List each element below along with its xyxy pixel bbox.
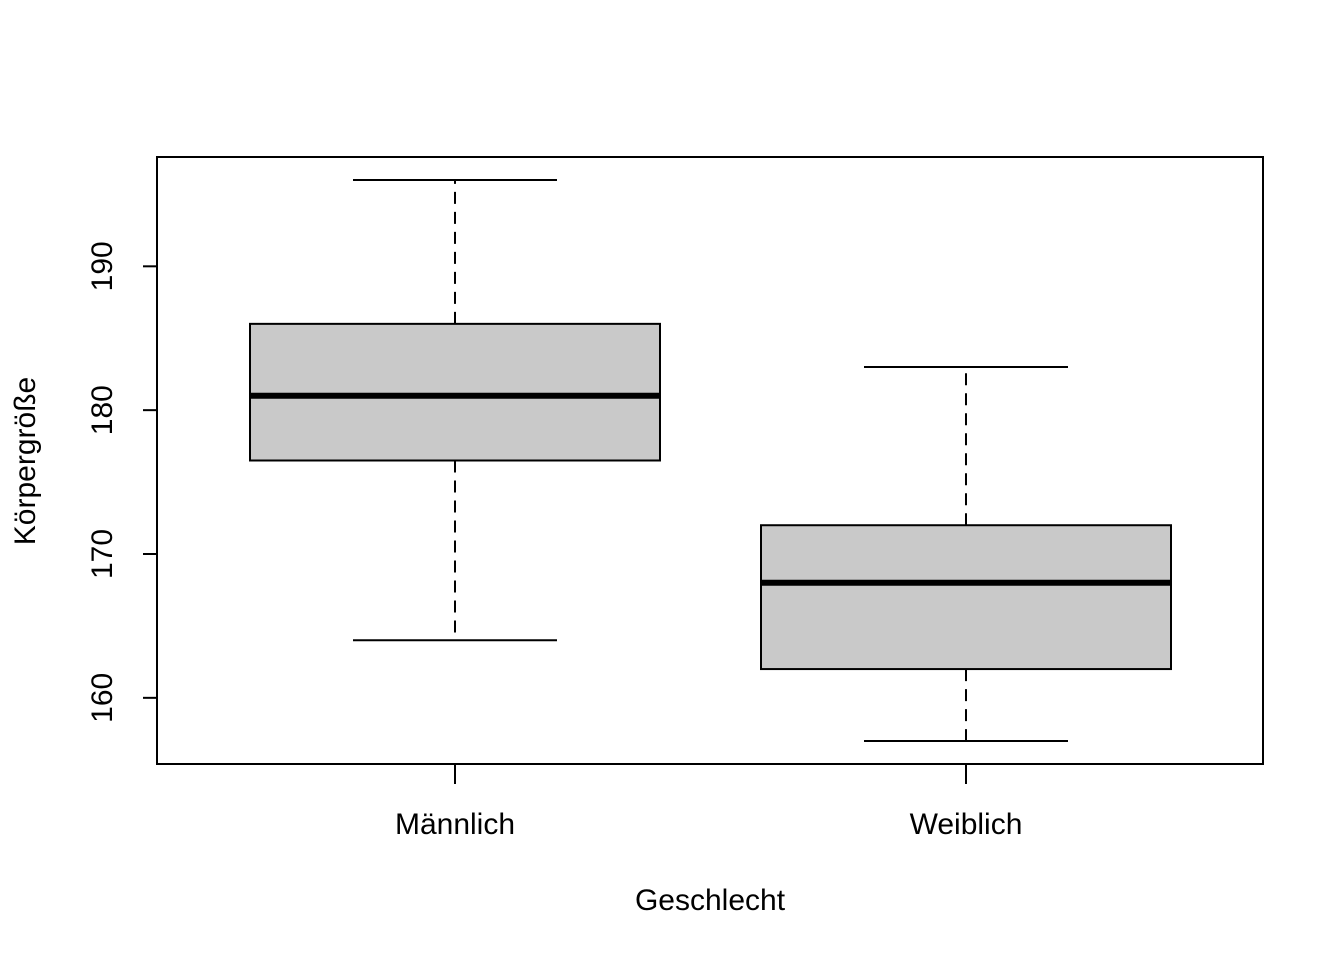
x-tick-label: Weiblich: [910, 808, 1023, 841]
y-tick-label: 160: [86, 673, 119, 723]
iqr-box: [249, 322, 661, 462]
y-tick-label: 190: [86, 241, 119, 291]
y-tick-label: 170: [86, 529, 119, 579]
y-axis-title: Körpergröße: [9, 377, 42, 545]
iqr-box: [760, 524, 1172, 671]
box-group: [249, 179, 661, 642]
boxes-layer: [249, 179, 1172, 742]
y-tick-label: 180: [86, 385, 119, 435]
y-axis: 160 170 180 190: [86, 241, 157, 723]
plot-frame: [156, 156, 1264, 765]
x-tick-label: Männlich: [395, 808, 515, 841]
box-group: [760, 366, 1172, 742]
x-axis: Männlich Weiblich: [395, 764, 1022, 841]
x-axis-title: Geschlecht: [635, 884, 786, 917]
